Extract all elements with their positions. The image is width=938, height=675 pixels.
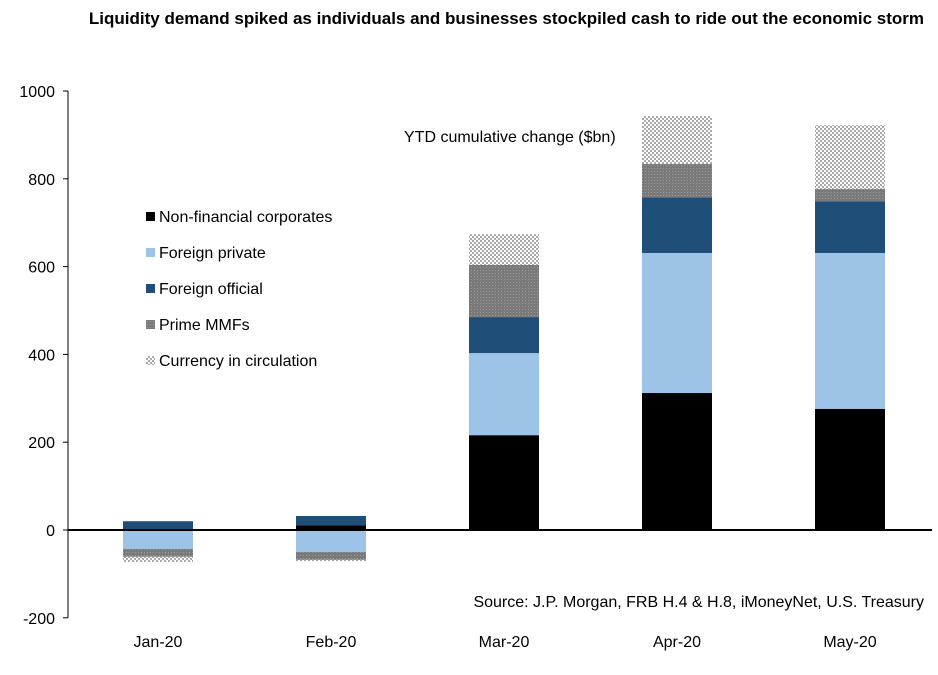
y-tick-label: 1000 <box>19 84 55 101</box>
legend-label: Currency in circulation <box>159 353 317 370</box>
bar-segment-prime-mmfs-feb-20 <box>296 551 366 560</box>
chart-title: Liquidity demand spiked as individuals a… <box>88 9 924 28</box>
bar-segment-foreign-private-may-20 <box>815 252 885 409</box>
legend-label: Prime MMFs <box>159 317 250 334</box>
bar-segment-prime-mmfs-mar-20 <box>469 264 539 318</box>
legend-swatch <box>146 320 155 329</box>
y-tick-label: 800 <box>28 172 55 189</box>
bar-segment-foreign-official-mar-20 <box>469 317 539 354</box>
bar-segment-currency-in-circulation-mar-20 <box>469 234 539 265</box>
y-tick-label: 400 <box>28 347 55 364</box>
legend-label: Non-financial corporates <box>159 209 332 226</box>
bar-segment-foreign-official-may-20 <box>815 201 885 253</box>
legend-label: Foreign private <box>159 245 266 262</box>
legend-swatch <box>146 212 155 221</box>
bar-segment-currency-in-circulation-jan-20 <box>123 556 193 563</box>
legend-swatch <box>146 248 155 257</box>
bar-segment-currency-in-circulation-may-20 <box>815 125 885 189</box>
bar-segment-prime-mmfs-jan-20 <box>123 548 193 557</box>
legend-swatch <box>146 284 155 293</box>
bar-segment-foreign-private-apr-20 <box>642 252 712 394</box>
y-tick-label: 200 <box>28 435 55 452</box>
bar-segment-prime-mmfs-may-20 <box>815 188 885 202</box>
bar-segment-foreign-official-feb-20 <box>296 515 366 526</box>
bar-segment-prime-mmfs-apr-20 <box>642 163 712 198</box>
bar-segment-foreign-private-mar-20 <box>469 353 539 436</box>
bar-segment-non-financial-corporates-mar-20 <box>469 435 539 530</box>
x-tick-label: May-20 <box>823 634 876 651</box>
bar-segment-foreign-private-jan-20 <box>123 530 193 549</box>
bar-segment-currency-in-circulation-apr-20 <box>642 116 712 164</box>
chart-annotation: YTD cumulative change ($bn) <box>404 129 616 146</box>
bar-segment-non-financial-corporates-feb-20 <box>296 525 366 530</box>
legend-swatch <box>146 356 155 365</box>
bar-segment-foreign-private-feb-20 <box>296 530 366 552</box>
y-tick-label: 600 <box>28 260 55 277</box>
bar-segment-foreign-official-apr-20 <box>642 197 712 253</box>
bar-segment-currency-in-circulation-feb-20 <box>296 559 366 562</box>
bar-segment-non-financial-corporates-may-20 <box>815 408 885 530</box>
y-tick-label: -200 <box>23 611 55 628</box>
x-tick-label: Feb-20 <box>306 634 357 651</box>
chart-source: Source: J.P. Morgan, FRB H.4 & H.8, iMon… <box>473 594 924 611</box>
bar-segment-non-financial-corporates-apr-20 <box>642 393 712 530</box>
y-tick-label: 0 <box>46 523 55 540</box>
bar-segment-foreign-official-jan-20 <box>123 521 193 530</box>
x-tick-label: Mar-20 <box>479 634 530 651</box>
legend-label: Foreign official <box>159 281 263 298</box>
x-tick-label: Apr-20 <box>653 634 701 651</box>
x-tick-label: Jan-20 <box>134 634 183 651</box>
